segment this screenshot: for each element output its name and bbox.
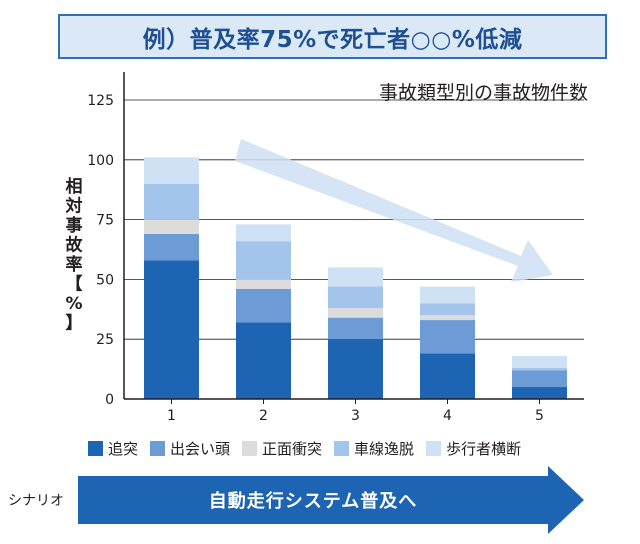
legend-item: 正面衝突 — [242, 438, 322, 459]
scenario-arrow-icon — [78, 466, 584, 534]
bar-segment-4-cat-4 — [420, 303, 475, 316]
legend-item: 車線逸脱 — [334, 438, 414, 459]
y-axis-label-char: 故 — [66, 235, 84, 256]
legend-swatch — [334, 440, 350, 456]
bar-segment-2-cat-4 — [420, 320, 475, 354]
bar-segment-2-cat-5 — [512, 370, 567, 388]
x-tick-label: 5 — [535, 408, 544, 424]
y-axis-label-char: 【 — [66, 274, 83, 295]
bar-segment-4-cat-5 — [512, 367, 567, 371]
bar-segment-1-cat-4 — [420, 353, 475, 399]
bar-segment-2-cat-3 — [328, 317, 383, 340]
bar-segment-1-cat-3 — [328, 339, 383, 399]
y-axis-label-char: % — [65, 294, 82, 314]
banner-text: 例）普及率75%で死亡者○○%低減 — [142, 26, 523, 53]
decrease-trend-arrow-icon — [235, 139, 553, 282]
scenario-arrow: 自動走行システム普及へ — [78, 466, 584, 534]
bar-segment-5-cat-2 — [236, 224, 291, 242]
legend-swatch — [88, 440, 103, 456]
chart-title: 事故類型別の事故物件数 — [379, 82, 588, 104]
bar-segment-1-cat-2 — [236, 322, 291, 399]
legend: 追突 出会い頭 正面衝突 車線逸脱 歩行者横断 — [88, 437, 533, 459]
legend-label: 追突 — [108, 439, 139, 458]
bar-segment-4-cat-3 — [328, 286, 383, 309]
bar-segment-3-cat-3 — [328, 308, 383, 318]
y-tick-label: 0 — [105, 392, 114, 408]
bar-segment-5-cat-3 — [328, 267, 383, 287]
scenario-label: シナリオ — [8, 493, 64, 509]
legend-label: 正面衝突 — [262, 439, 323, 458]
axes — [123, 72, 584, 400]
legend-label: 出会い頭 — [170, 439, 231, 458]
bar-segment-2-cat-2 — [236, 288, 291, 323]
bar-segment-5-cat-5 — [512, 355, 567, 368]
y-axis-label-char: 対 — [65, 196, 83, 217]
y-axis-label-char: 事 — [66, 216, 83, 236]
bar-segment-3-cat-4 — [420, 315, 475, 321]
banner: 例）普及率75%で死亡者○○%低減 — [58, 14, 607, 59]
x-tick-label: 4 — [443, 408, 452, 424]
trend-arrow — [235, 139, 553, 282]
bar-segment-5-cat-1 — [144, 157, 199, 184]
y-axis-label-char: 】 — [66, 313, 83, 334]
x-tick-label: 3 — [351, 408, 360, 424]
x-tick-label: 1 — [167, 408, 176, 424]
y-tick-label: 25 — [96, 332, 114, 348]
x-tick-label: 2 — [259, 408, 268, 424]
legend-item: 歩行者横断 — [426, 438, 521, 459]
legend-label: 車線逸脱 — [354, 439, 415, 458]
y-tick-labels: 0 25 50 75 100 125 — [87, 93, 114, 408]
bar-segment-3-cat-1 — [144, 219, 199, 234]
bar-segment-2-cat-1 — [144, 233, 199, 261]
bar-segment-1-cat-5 — [512, 387, 567, 399]
legend-label: 歩行者横断 — [446, 439, 522, 458]
legend-swatch — [242, 440, 258, 456]
legend-swatch — [150, 440, 166, 456]
legend-swatch — [426, 440, 442, 456]
legend-item: 追突 — [88, 438, 138, 459]
y-tick-label: 100 — [87, 153, 114, 169]
y-tick-label: 50 — [96, 272, 114, 288]
scenario-arrow-text: 自動走行システム普及へ — [208, 491, 418, 512]
x-tick-labels: 1 2 3 4 5 — [167, 399, 544, 424]
bar-segment-4-cat-2 — [236, 241, 291, 280]
legend-item: 出会い頭 — [150, 438, 230, 459]
y-axis-label-char: 相 — [66, 176, 83, 197]
bar-segment-5-cat-4 — [420, 286, 475, 304]
bars — [144, 157, 567, 399]
bar-segment-4-cat-1 — [144, 183, 199, 220]
y-tick-label: 125 — [87, 93, 114, 109]
y-axis-label-char: 率 — [66, 254, 83, 275]
y-tick-label: 75 — [96, 213, 114, 229]
bar-segment-1-cat-1 — [144, 260, 199, 399]
bar-segment-3-cat-2 — [236, 279, 291, 289]
